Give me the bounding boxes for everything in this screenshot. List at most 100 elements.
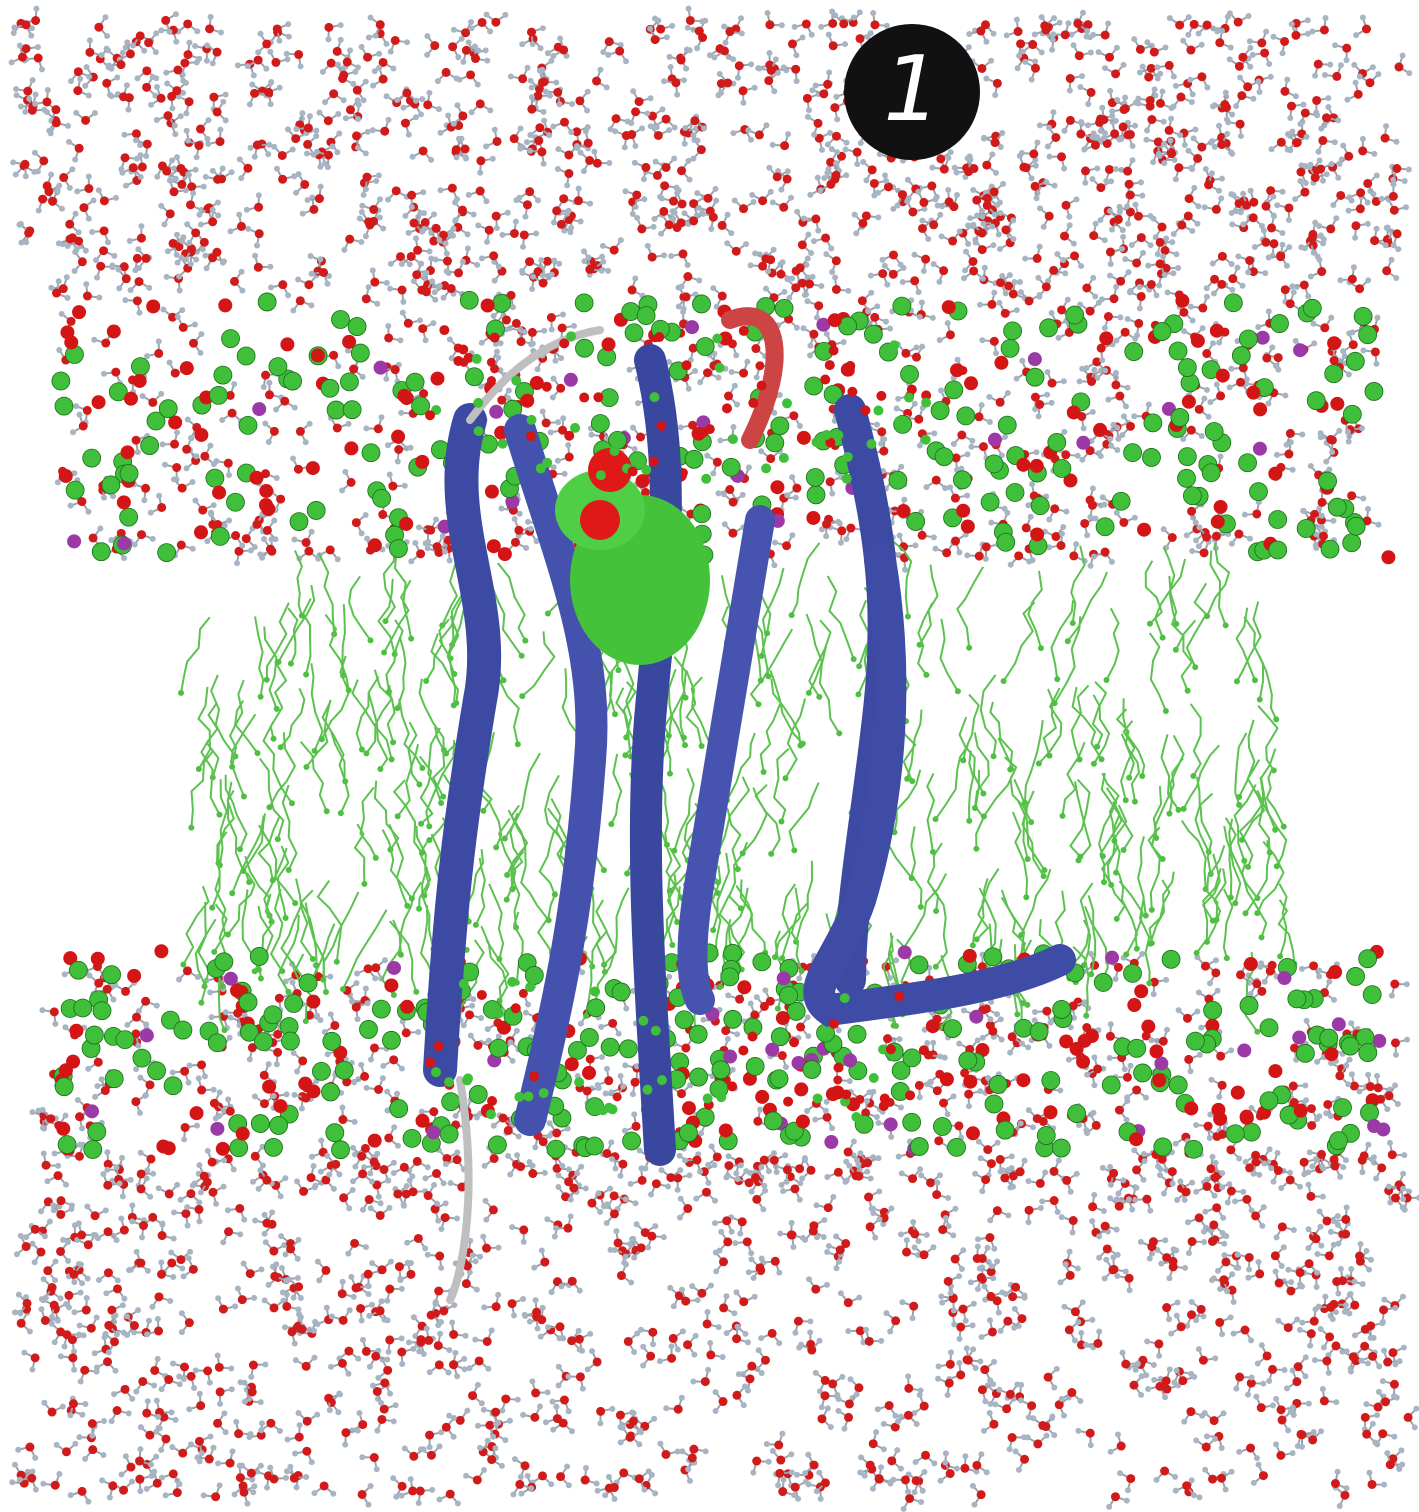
water-oxygen: [323, 116, 333, 126]
water-hydrogen: [1062, 270, 1069, 277]
water-hydrogen: [1302, 1082, 1309, 1089]
water-hydrogen: [352, 68, 359, 75]
water-oxygen: [1266, 186, 1276, 196]
water-oxygen: [609, 245, 619, 255]
water-oxygen: [412, 270, 422, 280]
water-hydrogen: [1108, 442, 1115, 449]
water-oxygen: [274, 993, 284, 1003]
water-oxygen: [231, 531, 241, 541]
water-hydrogen: [818, 282, 825, 289]
water-hydrogen: [823, 533, 830, 540]
water-hydrogen: [28, 25, 35, 32]
water-oxygen: [883, 182, 893, 192]
water-hydrogen: [962, 267, 969, 274]
water-oxygen: [1076, 129, 1086, 139]
water-hydrogen: [523, 544, 530, 551]
water-hydrogen: [1101, 325, 1108, 332]
water-oxygen: [813, 118, 823, 128]
water-oxygen: [1332, 71, 1342, 81]
water-hydrogen: [162, 461, 169, 468]
water-hydrogen: [1048, 310, 1055, 317]
water-hydrogen: [186, 39, 193, 46]
water-hydrogen: [615, 1030, 622, 1037]
water-hydrogen: [498, 505, 505, 512]
water-oxygen: [518, 74, 528, 84]
water-hydrogen: [383, 375, 390, 382]
water-hydrogen: [989, 151, 996, 158]
water-hydrogen: [364, 128, 371, 135]
water-hydrogen: [308, 528, 315, 535]
water-hydrogen: [489, 155, 496, 162]
water-oxygen: [1113, 214, 1123, 224]
water-oxygen: [1269, 239, 1279, 249]
water-oxygen: [81, 115, 91, 125]
water-hydrogen: [895, 395, 902, 402]
water-hydrogen: [549, 394, 556, 401]
water-oxygen: [678, 249, 688, 259]
water-oxygen: [831, 256, 841, 266]
water-hydrogen: [44, 87, 51, 94]
water-hydrogen: [1073, 196, 1080, 203]
water-hydrogen: [1383, 224, 1390, 231]
water-oxygen: [1248, 267, 1258, 277]
water-hydrogen: [731, 197, 738, 204]
water-hydrogen: [1351, 61, 1358, 68]
water-hydrogen: [594, 1082, 601, 1089]
water-hydrogen: [493, 225, 500, 232]
water-hydrogen: [1207, 399, 1214, 406]
water-hydrogen: [919, 217, 926, 224]
water-hydrogen: [804, 113, 811, 120]
water-hydrogen: [1002, 433, 1009, 440]
water-oxygen: [889, 250, 899, 260]
water-hydrogen: [527, 132, 534, 139]
water-oxygen: [945, 330, 955, 340]
water-hydrogen: [558, 355, 565, 362]
water-hydrogen: [119, 49, 126, 56]
water-hydrogen: [238, 268, 245, 275]
water-hydrogen: [757, 1106, 764, 1113]
water-hydrogen: [1218, 175, 1225, 182]
water-hydrogen: [690, 155, 697, 162]
water-oxygen: [271, 57, 281, 67]
water-hydrogen: [204, 538, 211, 545]
water-oxygen: [1030, 63, 1040, 73]
water-oxygen: [1016, 39, 1026, 49]
water-hydrogen: [11, 24, 18, 31]
water-oxygen: [370, 277, 380, 287]
water-oxygen: [1234, 529, 1244, 539]
water-hydrogen: [528, 94, 535, 101]
water-oxygen: [17, 52, 27, 62]
water-hydrogen: [821, 174, 828, 181]
water-hydrogen: [369, 127, 376, 134]
water-hydrogen: [1216, 339, 1223, 346]
water-hydrogen: [1074, 452, 1081, 459]
water-hydrogen: [74, 188, 81, 195]
water-hydrogen: [160, 306, 167, 313]
water-hydrogen: [85, 173, 92, 180]
water-hydrogen: [499, 231, 506, 238]
water-oxygen: [717, 291, 727, 301]
water-hydrogen: [550, 219, 557, 226]
water-hydrogen: [334, 149, 341, 156]
water-hydrogen: [1131, 36, 1138, 43]
water-hydrogen: [121, 555, 128, 562]
water-hydrogen: [251, 153, 258, 160]
water-hydrogen: [97, 525, 104, 532]
water-hydrogen: [1156, 152, 1163, 159]
water-hydrogen: [780, 64, 787, 71]
water-hydrogen: [1185, 31, 1192, 38]
water-hydrogen: [90, 197, 97, 204]
water-hydrogen: [947, 149, 954, 156]
water-oxygen: [177, 483, 187, 493]
water-hydrogen: [394, 97, 401, 104]
water-hydrogen: [758, 448, 765, 455]
water-hydrogen: [1358, 425, 1365, 432]
water-hydrogen: [981, 264, 988, 271]
water-oxygen: [669, 196, 679, 206]
water-hydrogen: [1189, 317, 1196, 324]
water-hydrogen: [362, 78, 369, 85]
water-oxygen: [1024, 296, 1034, 306]
water-hydrogen: [920, 268, 927, 275]
water-oxygen: [1057, 152, 1067, 162]
water-hydrogen: [815, 227, 822, 234]
